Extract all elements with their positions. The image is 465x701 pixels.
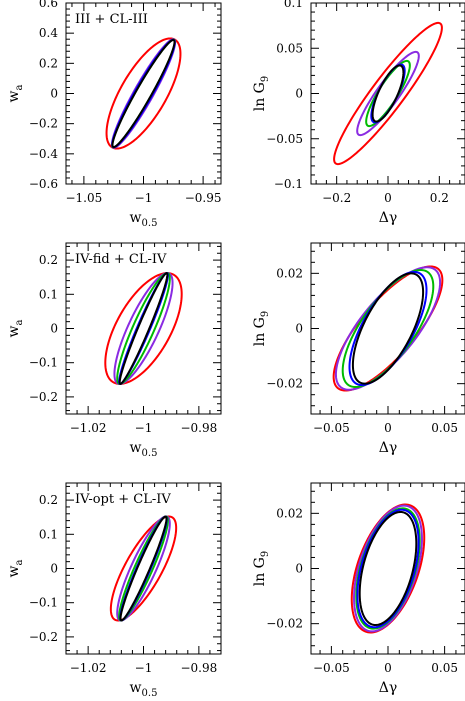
x-tick-label: −1.02 (70, 661, 107, 675)
y-tick-label: 0.2 (39, 56, 58, 70)
confidence-ellipse-2 (353, 504, 423, 633)
confidence-ellipse-5 (371, 64, 405, 123)
x-tick-label: −1 (135, 191, 153, 205)
confidence-ellipse-5 (119, 515, 168, 622)
ticks (311, 483, 465, 654)
y-tick-label: −0.2 (29, 117, 58, 131)
confidence-ellipse-5 (118, 272, 169, 385)
y-tick-label: 0.2 (39, 253, 58, 267)
y-tick-label: −0.2 (29, 630, 58, 644)
x-axis-label: Δγ (379, 440, 397, 456)
chart-panel-4: −0.05 0 0.05 −0.02 0 0.02 Δγ ln G9 (252, 242, 465, 456)
x-axis-label: Δγ (379, 210, 397, 226)
y-tick-label: −0.2 (29, 390, 58, 404)
plot-frame (65, 242, 222, 415)
y-tick-label: 0.05 (276, 41, 303, 55)
ticks (311, 243, 465, 414)
x-tick-label: −0.98 (180, 421, 217, 435)
x-tick-label: −1 (135, 421, 153, 435)
confidence-ellipse-1 (104, 272, 183, 385)
confidence-ellipse-2 (113, 272, 174, 385)
confidence-ellipse-3 (118, 515, 169, 622)
confidence-ellipse-2 (116, 515, 171, 622)
y-tick-label: −0.1 (29, 596, 58, 610)
y-tick-label: 0 (295, 322, 303, 336)
confidence-ellipse-3 (355, 507, 421, 630)
confidence-ellipse-3 (116, 272, 171, 385)
chart-panel-1: −1.05 −1 −0.95 −0.6 −0.4 −0.2 0 0.2 0.4 0.6 w0.5 wa… (6, 0, 222, 229)
y-axis-label: ln G9 (252, 311, 271, 347)
y-tick-label: −0.4 (29, 147, 59, 161)
y-tick-label: −0.02 (266, 617, 303, 631)
x-tick-label: 0.2 (430, 191, 449, 205)
x-axis-label: Δγ (379, 680, 397, 696)
y-tick-label: 0 (50, 87, 58, 101)
y-tick-label: 0 (295, 562, 303, 576)
y-tick-label: 0.1 (39, 287, 58, 301)
x-tick-label: 0 (384, 191, 392, 205)
ticks (65, 243, 222, 414)
x-tick-label: −1.02 (70, 421, 107, 435)
x-tick-label: −0.2 (322, 191, 351, 205)
y-tick-label: 0.6 (39, 0, 58, 10)
x-tick-label: 0.05 (431, 661, 458, 675)
confidence-ellipse-5 (111, 38, 176, 149)
chart-panel-3: −1.02 −1 −0.98 −0.2 −0.1 0 0.1 0.2 w0.5 wa IV-fid … (6, 242, 222, 459)
y-tick-label: −0.02 (266, 377, 303, 391)
y-tick-label: −0.1 (274, 177, 303, 191)
x-tick-label: −0.98 (180, 661, 217, 675)
confidence-ellipse-4 (356, 508, 420, 629)
y-axis-label: wa (6, 319, 25, 337)
y-tick-label: −0.1 (29, 356, 58, 370)
panel-label: IV-opt + CL-IV (75, 492, 171, 507)
x-tick-label: −0.95 (185, 191, 222, 205)
y-tick-label: 0 (295, 87, 303, 101)
ticks (65, 483, 222, 654)
confidence-ellipse-2 (356, 50, 420, 137)
y-tick-label: 0.2 (39, 493, 58, 507)
x-axis-label: w0.5 (130, 680, 158, 699)
y-axis-label: wa (6, 84, 25, 102)
chart-panel-5: −1.02 −1 −0.98 −0.2 −0.1 0 0.1 0.2 w0.5 wa IV-opt … (6, 482, 222, 699)
ticks (311, 2, 465, 185)
y-tick-label: 0 (50, 322, 58, 336)
x-tick-label: −1.05 (65, 191, 102, 205)
x-tick-label: −0.05 (313, 661, 350, 675)
y-tick-label: 0.02 (276, 506, 303, 520)
y-tick-label: 0 (50, 562, 58, 576)
confidence-ellipse-4 (119, 515, 168, 622)
plot-frame (310, 482, 465, 655)
panel-label: IV-fid + CL-IV (75, 252, 167, 267)
y-tick-label: 0.02 (276, 266, 303, 280)
x-tick-label: −1 (135, 661, 153, 675)
x-axis-label: w0.5 (130, 210, 158, 229)
y-tick-label: −0.05 (266, 132, 303, 146)
plot-frame (310, 242, 465, 415)
chart-panel-2: −0.2 0 0.2 −0.1 −0.05 0 0.05 0.1 Δγ ln G9 (252, 0, 465, 226)
ticks (66, 2, 221, 185)
confidence-ellipse-5 (351, 272, 425, 385)
confidence-ellipse-5 (358, 510, 418, 627)
x-tick-label: 0.05 (431, 421, 458, 435)
y-tick-label: −0.6 (29, 177, 58, 191)
x-tick-label: 0 (384, 661, 392, 675)
confidence-ellipse-1 (333, 21, 443, 166)
x-tick-label: −0.05 (313, 421, 350, 435)
y-tick-label: 0.1 (39, 527, 58, 541)
panel-label: III + CL-III (75, 12, 148, 27)
plot-frame (65, 2, 222, 185)
y-axis-label: ln G9 (252, 76, 271, 112)
y-axis-label: wa (6, 559, 25, 577)
x-axis-label: w0.5 (130, 440, 158, 459)
y-tick-label: 0.4 (39, 26, 58, 40)
confidence-ellipse-1 (105, 37, 182, 150)
y-tick-label: 0.1 (284, 0, 303, 10)
x-tick-label: 0 (384, 421, 392, 435)
chart-panel-6: −0.05 0 0.05 −0.02 0 0.02 Δγ ln G9 (252, 482, 465, 696)
y-axis-label: ln G9 (252, 551, 271, 587)
plot-frame (65, 482, 222, 655)
